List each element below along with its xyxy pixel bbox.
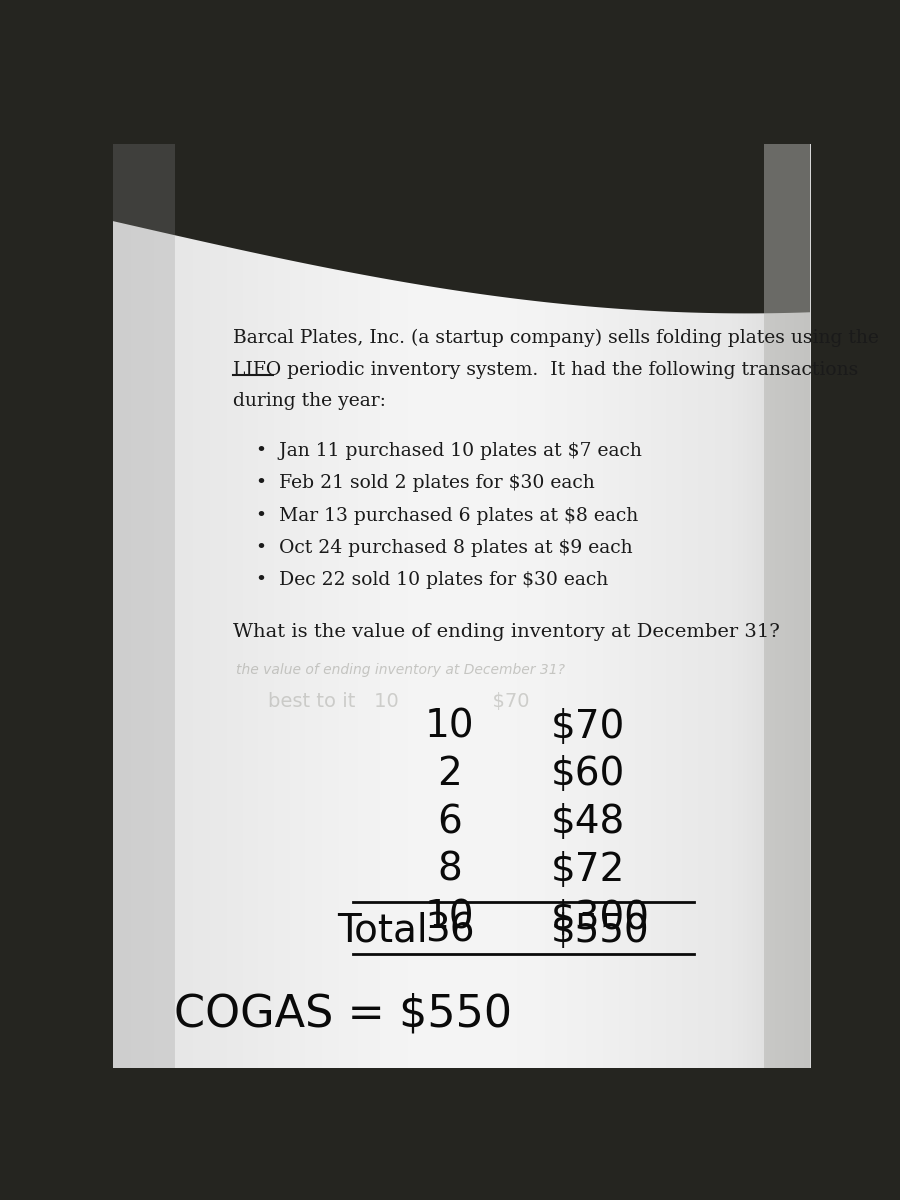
- Text: LIFO periodic inventory system.  It had the following transactions: LIFO periodic inventory system. It had t…: [232, 361, 858, 379]
- Text: $48: $48: [551, 803, 625, 841]
- Text: •  Feb 21 sold 2 plates for $30 each: • Feb 21 sold 2 plates for $30 each: [256, 474, 595, 492]
- Text: •  Dec 22 sold 10 plates for $30 each: • Dec 22 sold 10 plates for $30 each: [256, 571, 608, 589]
- Polygon shape: [112, 144, 810, 313]
- Text: Total: Total: [338, 912, 428, 949]
- Text: 2: 2: [437, 755, 462, 793]
- Text: $72: $72: [551, 851, 625, 889]
- Text: $300: $300: [551, 899, 650, 936]
- Text: 10: 10: [425, 708, 474, 745]
- Text: •  Mar 13 purchased 6 plates at $8 each: • Mar 13 purchased 6 plates at $8 each: [256, 506, 638, 524]
- Text: the value of ending inventory at December 31?: the value of ending inventory at Decembe…: [237, 662, 565, 677]
- Text: COGAS = $550: COGAS = $550: [175, 992, 513, 1036]
- Text: best to it   10               $70: best to it 10 $70: [267, 692, 529, 712]
- Text: $70: $70: [551, 708, 625, 745]
- Text: $550: $550: [551, 912, 649, 949]
- Text: •  Oct 24 purchased 8 plates at $9 each: • Oct 24 purchased 8 plates at $9 each: [256, 539, 633, 557]
- Text: 36: 36: [425, 912, 474, 949]
- Text: Barcal Plates, Inc. (a startup company) sells folding plates using the: Barcal Plates, Inc. (a startup company) …: [232, 329, 878, 347]
- Text: during the year:: during the year:: [232, 392, 385, 410]
- Text: •  Jan 11 purchased 10 plates at $7 each: • Jan 11 purchased 10 plates at $7 each: [256, 442, 642, 460]
- Bar: [763, 144, 810, 1068]
- Bar: [112, 144, 175, 1068]
- Text: 10: 10: [425, 899, 474, 936]
- Text: 6: 6: [437, 803, 462, 841]
- Text: What is the value of ending inventory at December 31?: What is the value of ending inventory at…: [232, 623, 779, 641]
- Text: $60: $60: [551, 755, 625, 793]
- Text: 8: 8: [437, 851, 462, 889]
